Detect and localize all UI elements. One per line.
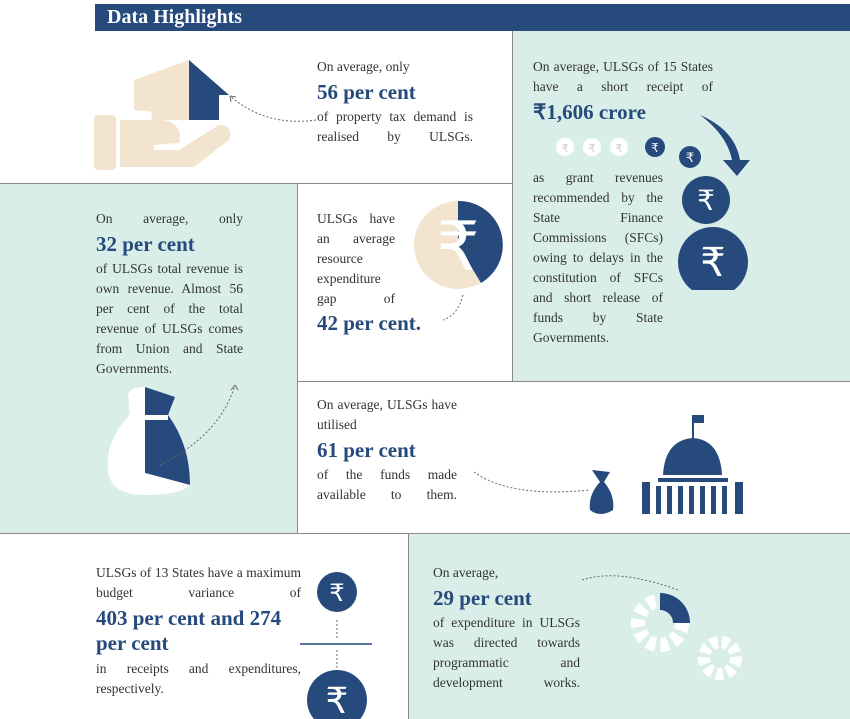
p3-post: of ULSGs total revenue is own revenue. A… — [96, 261, 243, 376]
p2-pre: On average, ULSGs of 15 States have a sh… — [533, 59, 713, 94]
panel-budget-variance — [0, 533, 408, 719]
p5-value: 61 per cent — [317, 438, 416, 462]
p1-pre: On average, only — [317, 59, 410, 74]
panel-short-receipt — [512, 31, 850, 382]
house-in-hand-icon — [94, 60, 231, 170]
page-title: Data Highlights — [95, 4, 850, 31]
svg-text:₹: ₹ — [326, 681, 349, 719]
svg-text:₹: ₹ — [651, 141, 659, 155]
svg-text:₹: ₹ — [589, 142, 596, 155]
svg-text:₹: ₹ — [700, 240, 725, 286]
svg-text:₹: ₹ — [329, 579, 344, 607]
svg-text:₹: ₹ — [697, 184, 715, 217]
p7-value: 29 per cent — [433, 586, 532, 610]
svg-text:₹: ₹ — [562, 142, 569, 155]
p5-post: of the funds made available to them. — [317, 467, 457, 502]
p4-value: 42 per cent. — [317, 311, 422, 335]
p3-pre: On average, only — [96, 211, 243, 226]
p1-value: 56 per cent — [317, 80, 416, 104]
dashed-arrow-icon — [229, 95, 317, 122]
p6-pre: ULSGs of 13 States have a maximum budget… — [96, 565, 301, 600]
p1-post: of property tax demand is realised by UL… — [317, 109, 473, 144]
svg-text:₹: ₹ — [436, 208, 479, 287]
rupee-pie-icon: ₹ — [414, 200, 503, 321]
panel-expenditure-gap — [298, 183, 512, 381]
government-building-icon — [473, 415, 743, 514]
p7-post: of expenditure in ULSGs was directed tow… — [433, 615, 580, 690]
gears-icon — [581, 575, 742, 680]
p5-pre: On average, ULSGs have utilised — [317, 397, 457, 432]
p3-value: 32 per cent — [96, 232, 195, 256]
svg-text:₹: ₹ — [616, 142, 623, 155]
p2-value: ₹1,606 crore — [533, 100, 646, 124]
rupee-coins-arrow-icon: ₹ ₹ ₹ ₹ ₹ ₹ ₹ — [556, 115, 750, 290]
p6-post: in receipts and expenditures, respective… — [96, 661, 301, 696]
p6-value: 403 per cent and 274 per cent — [96, 606, 282, 655]
panel-funds-utilised — [298, 381, 850, 534]
money-bag-icon — [107, 384, 239, 495]
p7-pre: On average, — [433, 565, 499, 580]
p2-post: as grant revenues recommended by the Sta… — [533, 170, 663, 345]
p4-pre: ULSGs have an average resource expenditu… — [317, 211, 395, 306]
panel-programmatic-expenditure — [408, 533, 850, 719]
svg-text:₹: ₹ — [686, 151, 694, 166]
rupee-variance-icon: ₹ ₹ — [300, 572, 372, 719]
